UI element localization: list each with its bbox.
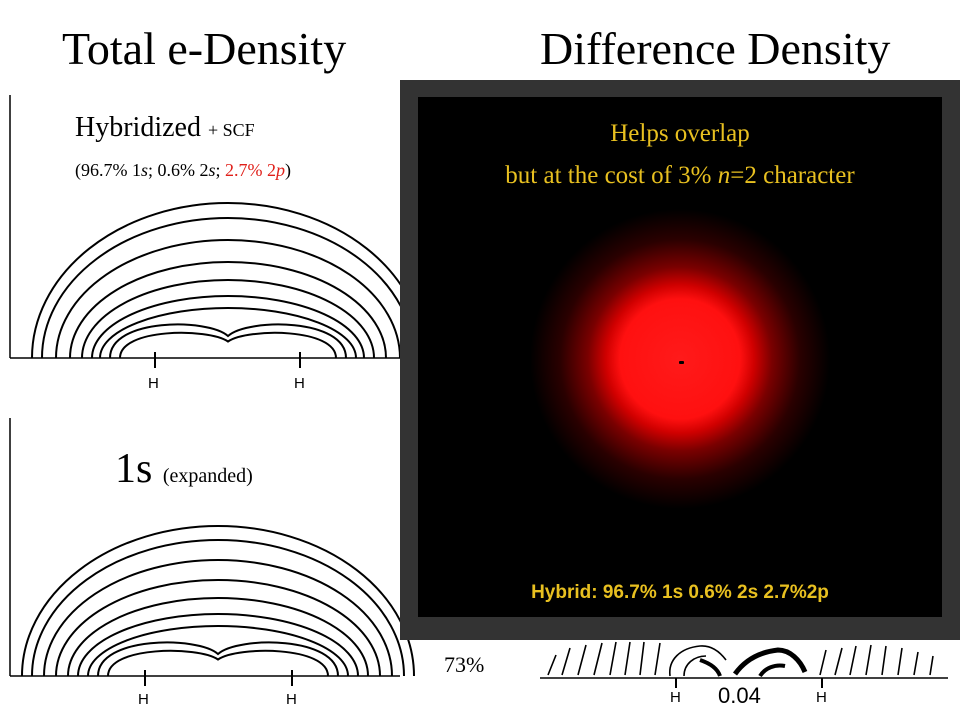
contour-line	[99, 307, 357, 359]
contour-line	[55, 239, 401, 359]
composition-part: ;	[215, 160, 226, 180]
label-contour-value: 0.04	[718, 683, 761, 708]
title-difference-density: Difference Density	[540, 23, 891, 74]
atom-label-h: H	[286, 691, 297, 708]
overlay-text-part: but at the cost of 3%	[505, 162, 718, 189]
label-hybridized: Hybridized + SCF	[75, 112, 255, 144]
overlay-text-part: n	[717, 162, 731, 189]
composition-part: s	[208, 160, 216, 180]
composition-part: p	[276, 160, 286, 180]
composition-part: )	[285, 160, 292, 180]
contour-line	[31, 539, 405, 677]
contour-line	[119, 331, 337, 359]
contour-line	[41, 217, 415, 359]
atom-label-h: H	[148, 375, 159, 392]
top-contour-lines	[31, 202, 425, 359]
overlay-text-line2: but at the cost of 3% n=2 character	[418, 162, 942, 190]
atom-label-h: H	[138, 691, 149, 708]
title-total-density: Total e-Density	[62, 23, 347, 74]
overlay-text-part: =2 character	[730, 162, 855, 189]
label-expanded: (expanded)	[162, 465, 253, 487]
atom-label-h: H	[816, 689, 827, 706]
nucleus-dot	[679, 361, 684, 364]
density-glow-image	[418, 97, 942, 617]
label-1s-expanded: 1s (expanded)	[115, 445, 253, 493]
label-percent: 73%	[444, 652, 485, 677]
contour-line	[69, 261, 387, 359]
label-composition: (96.7% 1s; 0.6% 2s; 2.7% 2p)	[75, 160, 291, 181]
bottom-contour-lines	[21, 525, 415, 677]
contour-line	[87, 625, 349, 677]
overlay-caption: Hybrid: 96.7% 1s 0.6% 2s 2.7%2p	[531, 582, 829, 603]
contour-line	[43, 559, 393, 677]
contour-line	[55, 579, 381, 677]
contour-line	[77, 613, 359, 677]
atom-label-h: H	[294, 375, 305, 392]
overlay-text-line1: Helps overlap	[610, 120, 750, 147]
atom-label-h: H	[670, 689, 681, 706]
composition-part: s	[141, 160, 149, 180]
contour-line	[91, 295, 365, 359]
contour-line	[97, 641, 339, 677]
label-scf: + SCF	[207, 120, 255, 140]
contour-line	[67, 597, 369, 677]
composition-2p-percent: 2.7% 2	[225, 160, 277, 180]
contour-line	[109, 323, 347, 359]
contour-line	[21, 525, 415, 677]
contour-line	[107, 649, 329, 677]
composition-part: (96.7% 1	[75, 160, 141, 180]
contour-line	[81, 279, 375, 359]
label-hybridized-main: Hybridized	[75, 112, 201, 143]
label-1s: 1s	[115, 446, 153, 492]
difference-density-fragment	[540, 641, 948, 679]
composition-part: ; 0.6% 2	[148, 160, 209, 180]
